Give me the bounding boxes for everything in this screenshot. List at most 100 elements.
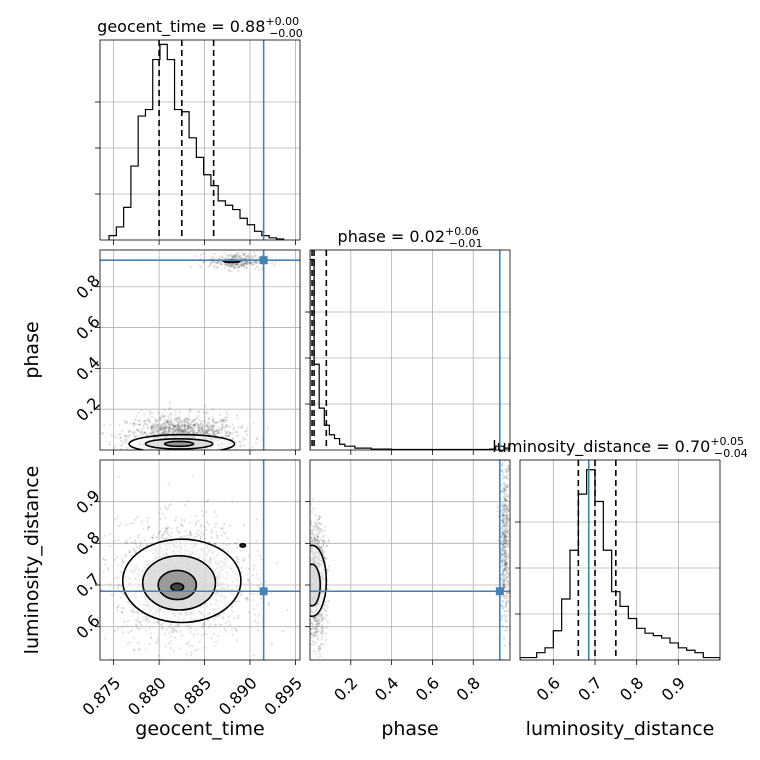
sample-point [155, 432, 158, 436]
sample-point [501, 546, 504, 550]
sample-point [303, 576, 305, 578]
sample-point [188, 426, 192, 429]
sample-point [507, 545, 510, 548]
sample-point [178, 429, 181, 432]
sample-point [310, 627, 312, 630]
sample-point [225, 451, 227, 453]
sample-point [200, 266, 203, 269]
sample-point [505, 535, 508, 538]
sample-point [241, 559, 245, 562]
sample-point [220, 431, 223, 435]
sample-point [145, 543, 149, 547]
sample-point [314, 626, 318, 629]
sample-point [156, 428, 159, 432]
sample-point [191, 454, 193, 456]
sample-point [501, 543, 504, 546]
sample-point [306, 558, 308, 560]
sample-point [168, 427, 171, 430]
sample-point [185, 417, 189, 421]
sample-point [177, 428, 180, 431]
sample-point [502, 555, 506, 558]
sample-point [173, 425, 176, 428]
sample-point [214, 433, 217, 436]
sample-point [503, 482, 506, 485]
sample-point [504, 498, 507, 501]
sample-point [208, 428, 211, 431]
sample-point [144, 648, 147, 651]
sample-point [145, 433, 148, 436]
sample-point [238, 265, 241, 268]
sample-point [206, 412, 209, 415]
sample-point [148, 420, 151, 423]
sample-point [172, 461, 174, 463]
sample-point [177, 423, 180, 426]
sample-point [142, 619, 146, 622]
sample-point [506, 484, 509, 488]
sample-point [501, 519, 504, 522]
sample-point [201, 431, 204, 435]
sample-point [103, 534, 106, 537]
sample-point [160, 431, 163, 435]
sample-point [194, 254, 197, 258]
sample-point [193, 423, 196, 427]
sample-point [508, 643, 510, 646]
sample-point [198, 640, 201, 644]
sample-point [255, 437, 258, 441]
sample-point [311, 529, 315, 532]
sample-point [211, 417, 214, 421]
sample-point [212, 265, 216, 269]
sample-point [146, 617, 149, 621]
sample-point [235, 435, 238, 438]
sample-point [179, 428, 182, 431]
sample-point [503, 567, 506, 570]
sample-point [317, 540, 321, 543]
sample-point [178, 531, 181, 534]
sample-point [199, 264, 202, 268]
sample-point [201, 424, 205, 428]
sample-point [228, 264, 231, 267]
sample-point [73, 518, 75, 520]
sample-point [324, 638, 327, 641]
sample-point [245, 261, 248, 264]
sample-point [303, 571, 305, 573]
sample-point [259, 597, 263, 600]
sample-point [193, 423, 196, 426]
sample-point [197, 425, 200, 429]
sample-point [224, 263, 227, 266]
sample-point [143, 538, 146, 541]
sample-point [501, 543, 504, 546]
sample-point [210, 427, 213, 430]
sample-point [307, 629, 309, 631]
sample-point [172, 424, 175, 427]
sample-point [184, 529, 187, 533]
sample-point [161, 536, 164, 540]
sample-point [104, 452, 106, 454]
sample-point [208, 429, 211, 432]
sample-point [503, 578, 506, 582]
sample-point [257, 256, 260, 259]
sample-point [317, 542, 320, 545]
sample-point [504, 552, 507, 555]
sample-point [235, 263, 238, 266]
sample-point [161, 426, 165, 430]
histogram-luminosity_distance [520, 469, 720, 660]
sample-point [255, 455, 257, 457]
sample-point [252, 256, 255, 259]
sample-point [504, 515, 507, 519]
sample-point [177, 421, 180, 424]
sample-point [321, 550, 324, 553]
sample-point [146, 465, 148, 467]
sample-point [502, 538, 506, 542]
sample-point [218, 427, 221, 431]
sample-point [503, 456, 505, 458]
sample-point [178, 425, 182, 428]
sample-point [503, 509, 506, 512]
sample-point [318, 624, 321, 628]
sample-point [226, 424, 229, 427]
sample-point [182, 430, 185, 434]
sample-point [221, 451, 223, 453]
sample-point [230, 269, 233, 273]
sample-point [143, 431, 146, 435]
sample-point [505, 517, 508, 520]
sample-point [213, 644, 216, 647]
